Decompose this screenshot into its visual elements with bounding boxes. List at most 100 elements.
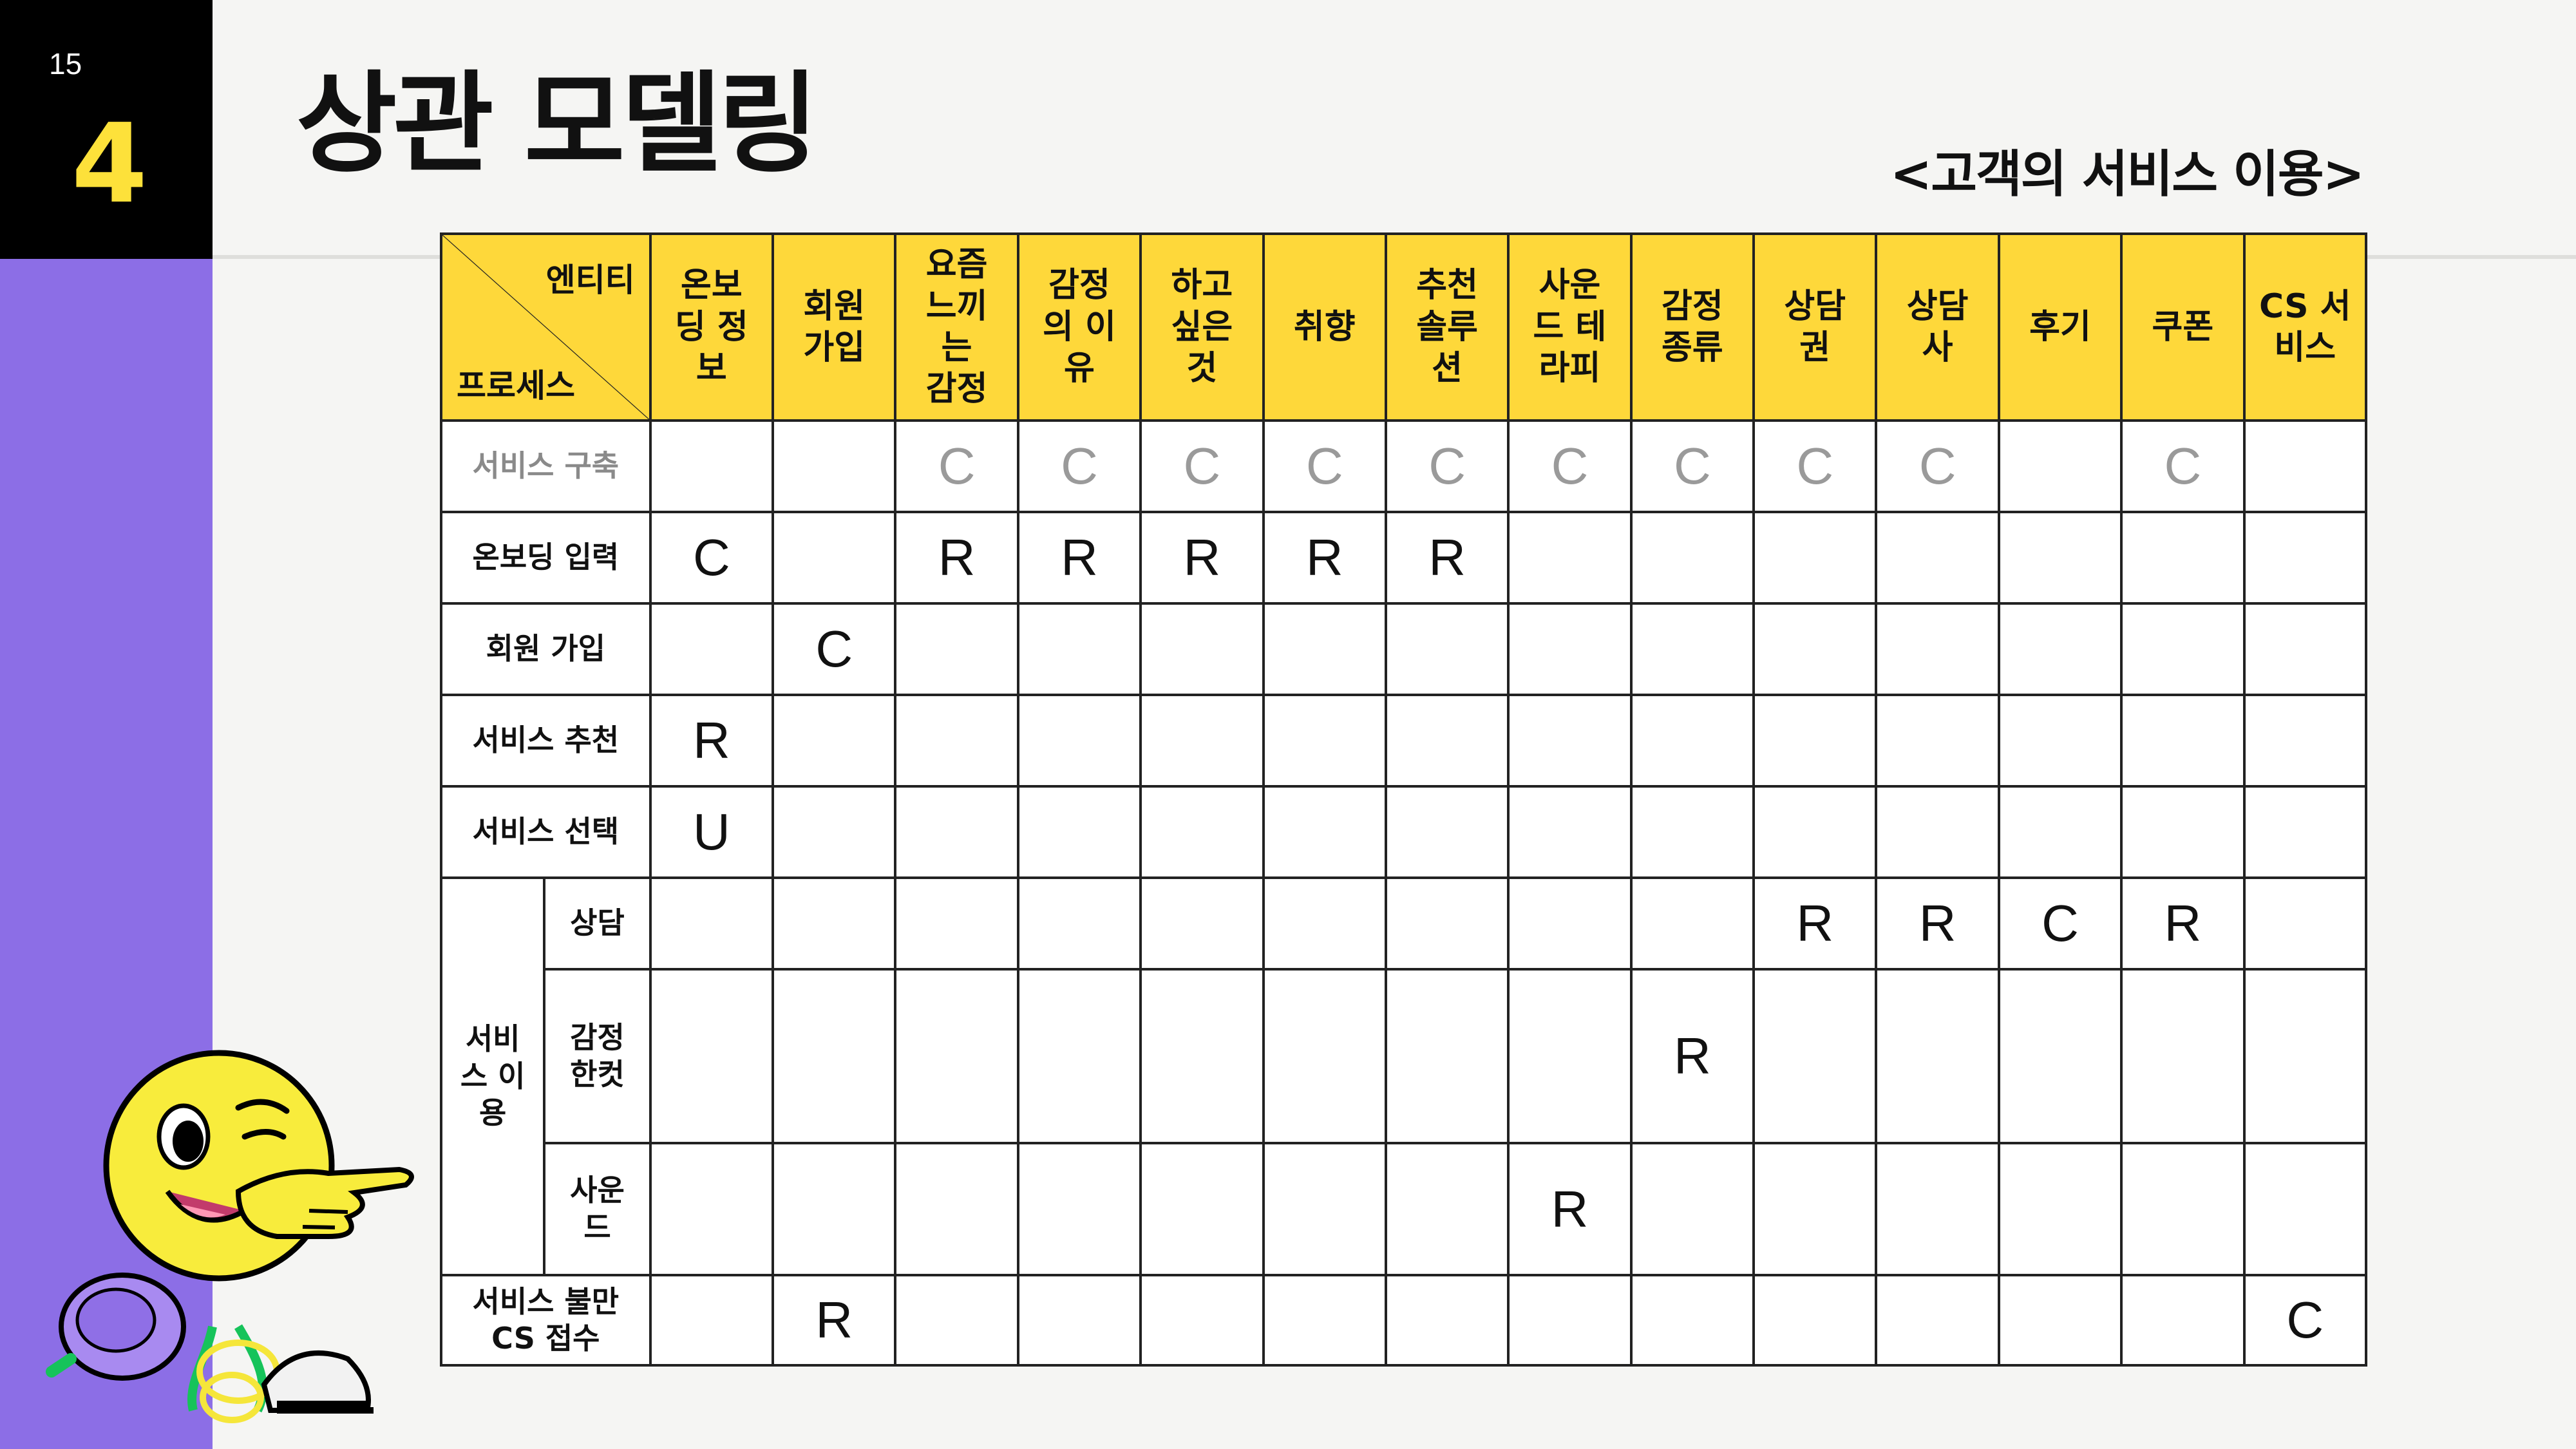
matrix-cell bbox=[2242, 876, 2368, 971]
matrix-cell bbox=[1262, 694, 1387, 788]
matrix-cell bbox=[1997, 1274, 2123, 1367]
matrix-cell bbox=[1139, 602, 1265, 696]
matrix-cell bbox=[1875, 968, 2000, 1144]
matrix-cell bbox=[894, 876, 1019, 971]
row-header: 서비스 불만 CS 접수 bbox=[440, 1274, 652, 1367]
matrix-cell bbox=[1262, 968, 1387, 1144]
matrix-cell bbox=[1384, 602, 1510, 696]
row-header: 서비스 구축 bbox=[440, 419, 652, 513]
matrix-cell: R bbox=[772, 1274, 897, 1367]
table-row: 온보딩 입력 C R R R R R bbox=[440, 511, 2368, 605]
matrix-cell bbox=[2120, 1142, 2246, 1276]
table-row: 서비스 선택 U bbox=[440, 785, 2368, 879]
matrix-cell: U bbox=[649, 785, 775, 879]
matrix-cell bbox=[1997, 968, 2123, 1144]
matrix-cell bbox=[2120, 785, 2246, 879]
matrix-cell bbox=[2242, 511, 2368, 605]
matrix-cell bbox=[894, 1274, 1019, 1367]
matrix-cell bbox=[1997, 602, 2123, 696]
matrix-cell bbox=[1507, 602, 1633, 696]
subtitle: <고객의 서비스 이용> bbox=[1889, 146, 2365, 204]
label-line: 종류 bbox=[1661, 328, 1723, 367]
label-line: 는 bbox=[941, 328, 972, 367]
matrix-cell bbox=[1139, 1274, 1265, 1367]
label-line: 후기 bbox=[2029, 307, 2091, 346]
table-row: 서비스 불만 CS 접수 R C bbox=[440, 1274, 2368, 1367]
label-line: 사운 bbox=[570, 1173, 625, 1208]
matrix-cell bbox=[1016, 968, 1142, 1144]
matrix-cell bbox=[649, 876, 775, 971]
matrix-cell: C bbox=[1507, 419, 1633, 513]
matrix-cell: R bbox=[1384, 511, 1510, 605]
matrix-cell: C bbox=[1139, 419, 1265, 513]
label-line: 싶은 bbox=[1171, 307, 1233, 346]
matrix-cell bbox=[2242, 694, 2368, 788]
matrix-cell: C bbox=[1629, 419, 1756, 513]
label-line: 상담 bbox=[1784, 287, 1846, 326]
page-title: 상관 모델링 bbox=[296, 61, 819, 188]
matrix-cell bbox=[1507, 694, 1633, 788]
matrix-cell bbox=[1752, 511, 1878, 605]
matrix-cell bbox=[772, 694, 897, 788]
matrix-cell bbox=[772, 785, 897, 879]
label-line: 사 bbox=[1922, 328, 1953, 367]
matrix-cell bbox=[1262, 1274, 1387, 1367]
matrix-cell bbox=[894, 785, 1019, 879]
matrix-cell bbox=[1752, 785, 1878, 879]
column-header: 감정 종류 bbox=[1629, 232, 1756, 422]
matrix-cell bbox=[1875, 1274, 2000, 1367]
matrix-cell: C bbox=[1875, 419, 2000, 513]
table-row: 서비 스 이 용 상담 R R C R bbox=[439, 876, 2368, 1276]
label-line: 서비스 불만 bbox=[472, 1283, 620, 1319]
matrix-cell bbox=[1384, 785, 1510, 879]
matrix-cell bbox=[772, 1142, 897, 1276]
matrix-cell bbox=[1507, 968, 1633, 1144]
matrix-cell bbox=[1016, 1274, 1142, 1367]
label-line: 용 bbox=[478, 1095, 507, 1131]
matrix-cell bbox=[1139, 694, 1265, 788]
matrix-cell bbox=[1016, 1142, 1142, 1276]
label-line: 요즘 bbox=[925, 245, 988, 285]
matrix-cell bbox=[649, 968, 775, 1144]
matrix-cell: C bbox=[2120, 419, 2246, 513]
label-line: 가입 bbox=[803, 328, 866, 367]
matrix-cell bbox=[1752, 968, 1878, 1144]
matrix-cell bbox=[2120, 1274, 2246, 1367]
matrix-cell bbox=[649, 602, 775, 696]
matrix-cell bbox=[1997, 694, 2123, 788]
column-header: 상담 권 bbox=[1752, 232, 1878, 422]
table-row: 감정 한컷 R bbox=[441, 968, 2368, 1144]
matrix-cell bbox=[2242, 968, 2368, 1144]
table-row: 서비스 추천 R bbox=[440, 694, 2368, 788]
column-header: 하고 싶은 것 bbox=[1139, 232, 1265, 422]
label-line: 것 bbox=[1186, 349, 1218, 388]
label-line: 감정 bbox=[1048, 266, 1110, 305]
matrix-cell: R bbox=[2120, 876, 2246, 971]
column-header: 상담 사 bbox=[1875, 232, 2000, 422]
label-line: 온보 bbox=[680, 266, 743, 305]
matrix-cell bbox=[1262, 602, 1387, 696]
table-row: 회원 가입 C bbox=[440, 602, 2368, 696]
matrix-cell: R bbox=[1875, 876, 2000, 971]
matrix-cell bbox=[2242, 785, 2368, 879]
matrix-cell bbox=[649, 419, 775, 513]
matrix-cell bbox=[1629, 1274, 1756, 1367]
column-header: 요즘 느끼 는 감정 bbox=[894, 232, 1019, 422]
label-line: 하고 bbox=[1171, 266, 1233, 305]
matrix-cell bbox=[1752, 602, 1878, 696]
matrix-cell bbox=[1016, 876, 1142, 971]
matrix-cell bbox=[2120, 694, 2246, 788]
matrix-cell bbox=[2242, 419, 2368, 513]
row-header: 회원 가입 bbox=[440, 602, 652, 696]
column-header: 쿠폰 bbox=[2120, 232, 2246, 422]
matrix-cell: R bbox=[1139, 511, 1265, 605]
matrix-cell bbox=[1752, 694, 1878, 788]
table-row: 서비스 구축 C C C C C C C C C C bbox=[440, 419, 2368, 513]
label-line: 딩 정 bbox=[674, 307, 748, 346]
label-line: 션 bbox=[1432, 349, 1463, 388]
matrix-cell bbox=[1629, 511, 1756, 605]
page-number: 15 bbox=[49, 47, 82, 80]
sub-row-header: 상담 bbox=[543, 876, 652, 971]
matrix-cell: R bbox=[1507, 1142, 1633, 1276]
